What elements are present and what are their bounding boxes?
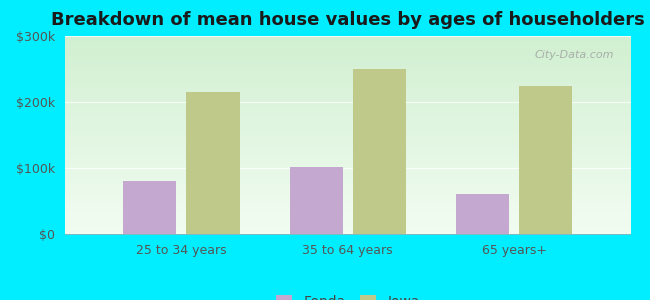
Bar: [519, 86, 572, 234]
Legend: Fonda, Iowa: Fonda, Iowa: [270, 289, 425, 300]
Bar: [187, 92, 240, 234]
Bar: [353, 69, 406, 234]
Title: Breakdown of mean house values by ages of householders: Breakdown of mean house values by ages o…: [51, 11, 645, 29]
Bar: [456, 194, 509, 234]
Text: City-Data.com: City-Data.com: [534, 50, 614, 60]
Bar: [124, 181, 176, 234]
Bar: [289, 167, 343, 234]
